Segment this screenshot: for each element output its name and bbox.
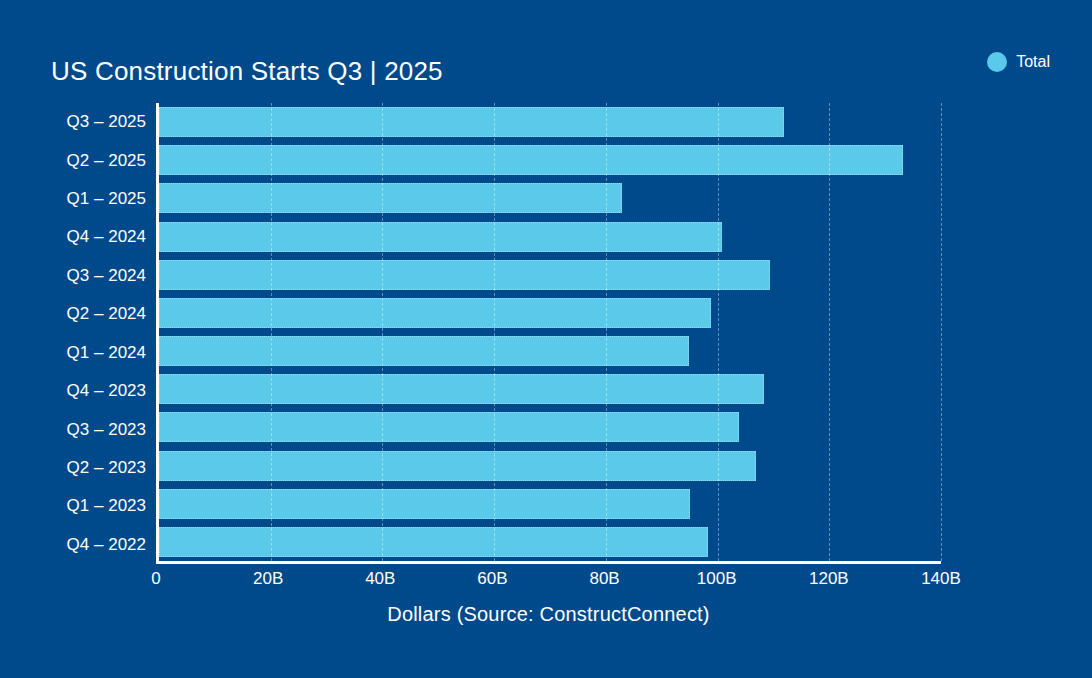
bar-total[interactable]	[159, 298, 711, 328]
x-axis-tick-label: 40B	[365, 569, 395, 589]
bar-row	[159, 218, 941, 256]
bar-total[interactable]	[159, 222, 722, 252]
y-axis-label: Q3 – 2025	[0, 103, 146, 141]
bar-row	[159, 370, 941, 408]
y-axis-label: Q2 – 2023	[0, 449, 146, 487]
bar-total[interactable]	[159, 489, 690, 519]
bar-row	[159, 179, 941, 217]
y-axis-label: Q2 – 2025	[0, 141, 146, 179]
bar-total[interactable]	[159, 527, 708, 557]
bar-row	[159, 447, 941, 485]
bar-row	[159, 103, 941, 141]
bar-total[interactable]	[159, 183, 622, 213]
gridline	[941, 103, 942, 561]
bar-row	[159, 485, 941, 523]
legend-item-total[interactable]: Total	[987, 52, 1050, 72]
bar-row	[159, 256, 941, 294]
chart-title: US Construction Starts Q3 | 2025	[51, 56, 443, 87]
bar-row	[159, 408, 941, 446]
bar-row	[159, 523, 941, 561]
x-axis-tick-label: 120B	[809, 569, 849, 589]
bar-total[interactable]	[159, 260, 770, 290]
x-axis-tick-label: 140B	[921, 569, 961, 589]
chart-canvas: US Construction Starts Q3 | 2025 Total Q…	[0, 0, 1092, 678]
bar-total[interactable]	[159, 374, 764, 404]
y-axis-label: Q4 – 2022	[0, 526, 146, 564]
bar-total[interactable]	[159, 412, 739, 442]
x-axis-tick-label: 60B	[477, 569, 507, 589]
y-axis-label: Q4 – 2023	[0, 372, 146, 410]
bar-total[interactable]	[159, 451, 756, 481]
bar-row	[159, 294, 941, 332]
plot-area	[156, 103, 941, 564]
x-axis-tick-label: 100B	[697, 569, 737, 589]
x-axis-tick-label: 80B	[589, 569, 619, 589]
y-axis-label: Q3 – 2023	[0, 410, 146, 448]
x-axis-title: Dollars (Source: ConstructConnect)	[156, 603, 941, 626]
bar-row	[159, 141, 941, 179]
bar-total[interactable]	[159, 145, 903, 175]
x-axis-tick-label: 0	[151, 569, 160, 589]
x-axis-tick-label: 20B	[253, 569, 283, 589]
y-axis-label: Q2 – 2024	[0, 295, 146, 333]
bar-total[interactable]	[159, 107, 784, 137]
y-axis-labels: Q3 – 2025Q2 – 2025Q1 – 2025Q4 – 2024Q3 –…	[0, 103, 146, 564]
bar-total[interactable]	[159, 336, 689, 366]
y-axis-label: Q1 – 2024	[0, 334, 146, 372]
y-axis-label: Q4 – 2024	[0, 218, 146, 256]
bar-series-total	[159, 103, 941, 561]
y-axis-label: Q1 – 2023	[0, 487, 146, 525]
x-axis-tick-labels: 020B40B60B80B100B120B140B	[156, 569, 941, 591]
y-axis-label: Q3 – 2024	[0, 257, 146, 295]
y-axis-label: Q1 – 2025	[0, 180, 146, 218]
bar-row	[159, 332, 941, 370]
legend-label: Total	[1016, 53, 1050, 71]
legend-marker-icon	[987, 52, 1007, 72]
